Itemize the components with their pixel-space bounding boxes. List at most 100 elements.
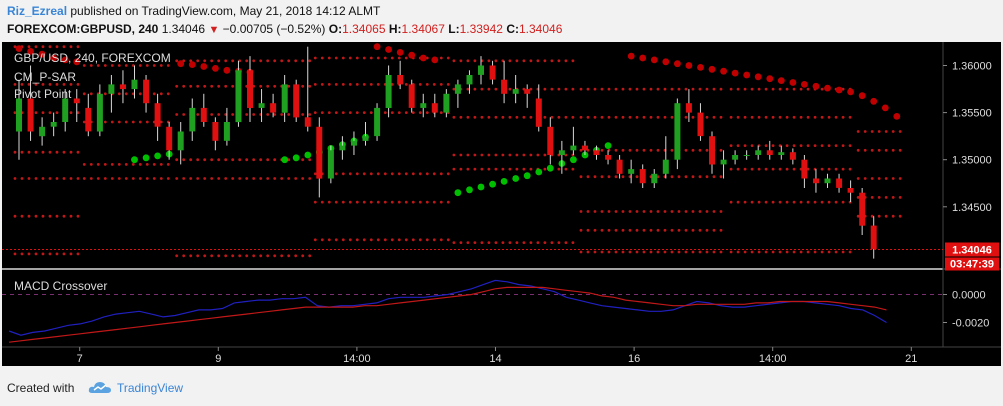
- pivot-dot: [287, 177, 291, 180]
- pivot-dot: [182, 254, 186, 258]
- pivot-dot: [543, 115, 547, 119]
- pivot-dot: [586, 250, 590, 254]
- pivot-dot: [628, 87, 632, 91]
- pivot-dot: [117, 92, 121, 96]
- psar-dot: [177, 60, 185, 68]
- pivot-dot: [856, 148, 860, 152]
- pivot-dot: [593, 250, 597, 254]
- time-tick-label: 14:00: [759, 353, 787, 365]
- pivot-dot: [89, 64, 93, 67]
- pivot-dot: [110, 64, 114, 67]
- pivot-dot: [571, 59, 575, 63]
- pivot-dot: [217, 59, 221, 63]
- pivot-dot: [159, 92, 163, 96]
- pivot-dot: [501, 153, 505, 157]
- pivot-dot: [238, 254, 242, 258]
- pivot-dot: [607, 87, 611, 91]
- last-price: 1.34046: [161, 22, 206, 36]
- pivot-dot: [117, 64, 121, 67]
- pivot-dot: [76, 252, 80, 256]
- pivot-dot: [487, 87, 491, 91]
- legend-macd: MACD Crossover: [14, 279, 107, 293]
- pivot-dot: [466, 153, 470, 157]
- pivot-dot: [820, 87, 824, 91]
- pivot-dot: [397, 172, 401, 176]
- pivot-dot: [439, 172, 443, 176]
- pivot-dot: [480, 241, 484, 245]
- pivot-dot: [96, 64, 100, 67]
- pivot-dot: [785, 167, 789, 171]
- candle-body: [478, 65, 484, 75]
- pivot-dot: [891, 130, 895, 133]
- candle-body: [524, 89, 531, 94]
- pivot-dot: [376, 238, 380, 242]
- pivot-dot: [600, 210, 604, 213]
- candle-body: [120, 84, 126, 90]
- pivot-dot: [76, 83, 80, 86]
- pivot-dot: [487, 167, 491, 171]
- pivot-dot: [743, 200, 747, 204]
- time-axis[interactable]: [2, 347, 1001, 366]
- pivot-dot: [182, 113, 186, 116]
- candle-body: [743, 155, 750, 156]
- pivot-dot: [259, 158, 263, 162]
- pivot-dot: [750, 250, 754, 254]
- pivot-dot: [124, 92, 128, 96]
- candle-body: [96, 93, 103, 132]
- pivot-dot: [550, 115, 554, 119]
- pivot-dot: [856, 177, 860, 180]
- pivot-dot: [334, 238, 338, 242]
- pivot-dot: [294, 254, 298, 258]
- pivot-dot: [166, 64, 170, 67]
- pivot-dot: [20, 150, 24, 154]
- pivot-dot: [418, 111, 422, 114]
- pivot-dot: [670, 210, 674, 213]
- pivot-dot: [677, 228, 681, 232]
- candle-body: [628, 169, 635, 174]
- pivot-dot: [778, 167, 782, 171]
- chart-area[interactable]: 1.36000 1.35500 1.35000 1.34500 0.0000 -0.002…: [0, 40, 1003, 368]
- countdown-tag-text: 03:47:39: [950, 259, 994, 271]
- psar-dot: [870, 97, 878, 105]
- tradingview-link[interactable]: TradingView: [117, 381, 184, 395]
- time-tick-label: 14:00: [343, 353, 371, 365]
- pivot-dot: [543, 59, 547, 63]
- pivot-dot: [182, 177, 186, 180]
- signal-line: [8, 286, 887, 343]
- pivot-dot: [390, 111, 394, 114]
- macd-tick-label: -0.0020: [952, 318, 989, 330]
- candle-body: [177, 131, 184, 151]
- pivot-dot: [564, 115, 568, 119]
- psar-dot: [570, 156, 577, 164]
- pivot-dot: [586, 175, 590, 179]
- psar-dot: [708, 65, 716, 73]
- pivot-dot: [13, 177, 17, 180]
- pivot-dot: [635, 148, 639, 152]
- pivot-dot: [411, 172, 415, 176]
- pivot-dot: [841, 167, 845, 171]
- tradingview-cloud-icon[interactable]: [88, 380, 112, 394]
- pivot-dot: [266, 59, 270, 63]
- pivot-dot: [579, 87, 583, 91]
- pivot-dot: [670, 148, 674, 152]
- psar-dot: [396, 49, 404, 56]
- pivot-dot: [334, 56, 338, 60]
- psar-dot: [223, 66, 231, 74]
- pivot-dot: [642, 148, 646, 152]
- pivot-dot: [792, 250, 796, 254]
- pivot-dot: [480, 115, 484, 119]
- price-axis[interactable]: [943, 42, 1001, 347]
- author-link[interactable]: Riz_Ezreal: [7, 4, 68, 18]
- pivot-dot: [27, 83, 31, 86]
- candle-body: [616, 159, 623, 174]
- pivot-dot: [670, 115, 674, 119]
- time-tick-label: 14: [489, 353, 501, 365]
- pivot-dot: [870, 214, 874, 218]
- pivot-dot: [238, 158, 242, 162]
- macd-pane[interactable]: [2, 270, 943, 347]
- pivot-dot: [593, 210, 597, 213]
- candle-body: [235, 70, 242, 123]
- pivot-dot: [446, 172, 450, 176]
- pivot-dot: [82, 120, 86, 124]
- pivot-dot: [452, 153, 456, 157]
